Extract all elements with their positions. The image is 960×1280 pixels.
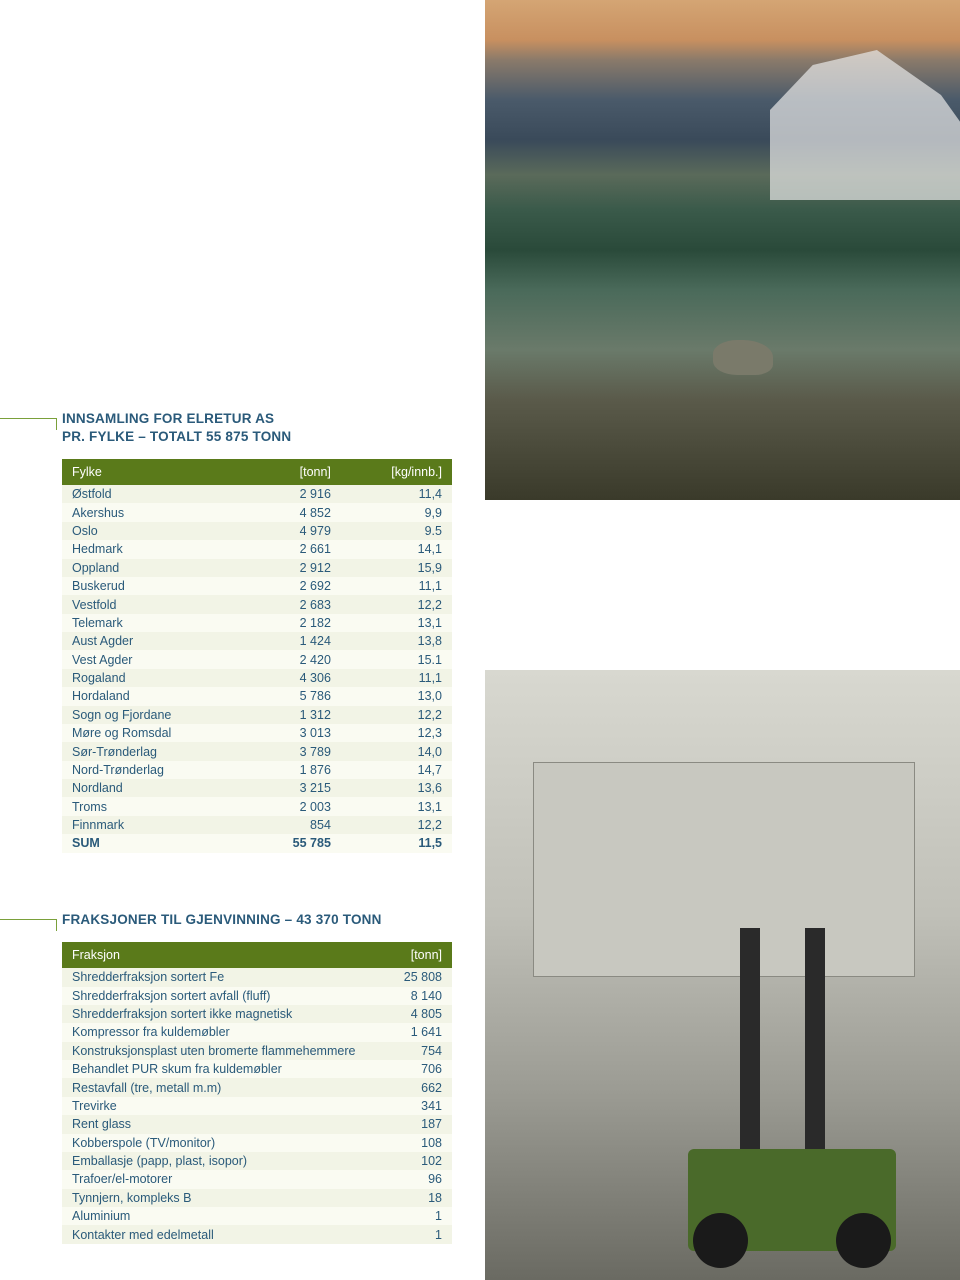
col-tonn: [tonn]: [249, 459, 340, 485]
table-row: Aust Agder1 42413,8: [62, 632, 452, 650]
table-row: Kobberspole (TV/monitor)108: [62, 1134, 452, 1152]
col-fylke: Fylke: [62, 459, 249, 485]
table-row: Møre og Romsdal3 01312,3: [62, 724, 452, 742]
table1-section: INNSAMLING FOR ELRETUR AS PR. FYLKE – TO…: [0, 0, 475, 853]
table-row: Rent glass187: [62, 1115, 452, 1133]
col-tonn2: [tonn]: [382, 942, 452, 968]
table-row: Kontakter med edelmetall1: [62, 1225, 452, 1243]
table-row: Trevirke341: [62, 1097, 452, 1115]
sum-row: SUM55 78511,5: [62, 834, 452, 852]
table-row: Telemark2 18213,1: [62, 614, 452, 632]
table-row: Troms2 00313,1: [62, 797, 452, 815]
table-row: Østfold2 91611,4: [62, 485, 452, 503]
table-row: Sør-Trønderlag3 78914,0: [62, 742, 452, 760]
table-row: Buskerud2 69211,1: [62, 577, 452, 595]
table-row: Hedmark2 66114,1: [62, 540, 452, 558]
table-row: Sogn og Fjordane1 31212,2: [62, 706, 452, 724]
content-column: INNSAMLING FOR ELRETUR AS PR. FYLKE – TO…: [0, 0, 475, 1244]
table-row: Trafoer/el-motorer96: [62, 1170, 452, 1188]
table-row: Shredderfraksjon sortert Fe25 808: [62, 968, 452, 986]
table2-title: FRAKSJONER TIL GJENVINNING – 43 370 TONN: [62, 911, 475, 929]
table-row: Akershus4 8529,9: [62, 503, 452, 521]
table-row: Shredderfraksjon sortert ikke magnetisk4…: [62, 1005, 452, 1023]
forklift-photo: [485, 670, 960, 1280]
fylke-table: Fylke [tonn] [kg/innb.] Østfold2 91611,4…: [62, 459, 452, 853]
table-row: Shredderfraksjon sortert avfall (fluff)8…: [62, 987, 452, 1005]
table-row: Vestfold2 68312,2: [62, 595, 452, 613]
table-row: Behandlet PUR skum fra kuldemøbler706: [62, 1060, 452, 1078]
table-row: Nord-Trønderlag1 87614,7: [62, 761, 452, 779]
table-row: Oppland2 91215,9: [62, 559, 452, 577]
table-row: Aluminium1: [62, 1207, 452, 1225]
table1-title: INNSAMLING FOR ELRETUR AS PR. FYLKE – TO…: [62, 410, 475, 445]
table-row: Kompressor fra kuldemøbler1 641: [62, 1023, 452, 1041]
fraksjon-table: Fraksjon [tonn] Shredderfraksjon sortert…: [62, 942, 452, 1244]
table-row: Tynnjern, kompleks B18: [62, 1189, 452, 1207]
table2-section: FRAKSJONER TIL GJENVINNING – 43 370 TONN…: [0, 853, 475, 1244]
col-kg: [kg/innb.]: [341, 459, 452, 485]
table-row: Restavfall (tre, metall m.m)662: [62, 1078, 452, 1096]
table-row: Vest Agder2 42015.1: [62, 650, 452, 668]
table-row: Emballasje (papp, plast, isopor)102: [62, 1152, 452, 1170]
table-row: Konstruksjonsplast uten bromerte flammeh…: [62, 1042, 452, 1060]
table-row: Rogaland4 30611,1: [62, 669, 452, 687]
table-row: Oslo4 9799.5: [62, 522, 452, 540]
col-fraksjon: Fraksjon: [62, 942, 382, 968]
table-row: Hordaland5 78613,0: [62, 687, 452, 705]
table-row: Finnmark85412,2: [62, 816, 452, 834]
table-row: Nordland3 21513,6: [62, 779, 452, 797]
landscape-photo: [485, 0, 960, 500]
